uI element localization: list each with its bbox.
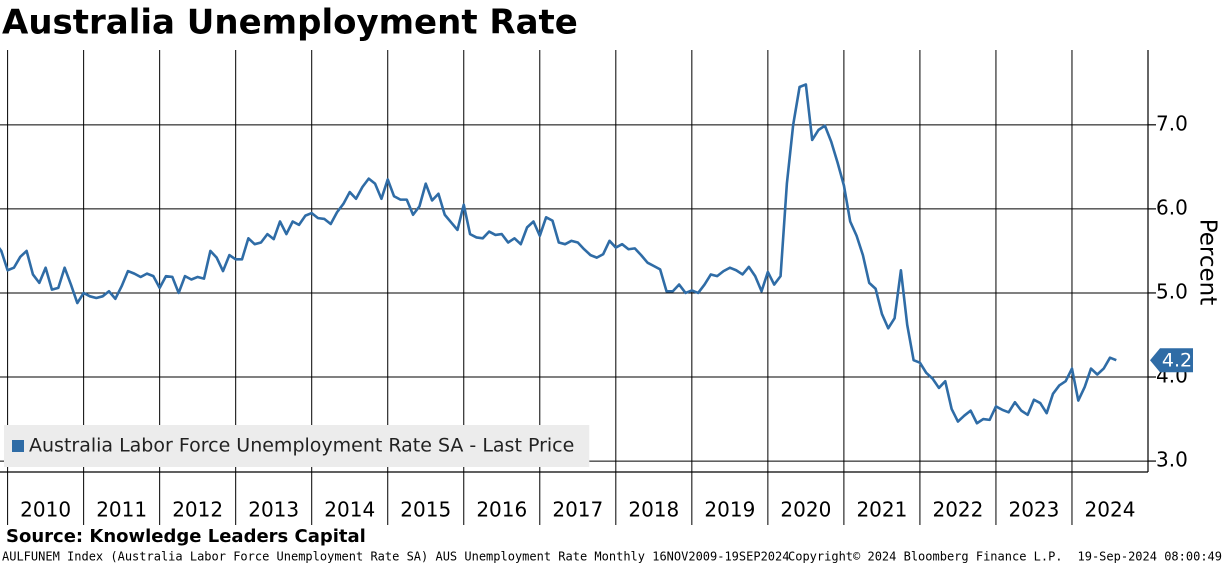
x-tick-label: 2022 — [932, 498, 983, 522]
source: Source: Knowledge Leaders Capital — [6, 526, 366, 547]
x-tick-label: 2024 — [1085, 498, 1136, 522]
series-line — [0, 83, 1117, 425]
x-tick-label: 2020 — [780, 498, 831, 522]
x-tick-label: 2010 — [20, 498, 71, 522]
grid — [0, 50, 1148, 525]
legend-swatch — [12, 440, 24, 452]
x-tick-label: 2023 — [1009, 498, 1060, 522]
legend-background — [4, 425, 590, 467]
x-tick-label: 2013 — [248, 498, 299, 522]
plot-area — [0, 83, 1117, 425]
y-tick-label: 3.0 — [1156, 448, 1188, 472]
x-tick-label: 2019 — [704, 498, 755, 522]
x-tick-label: 2016 — [476, 498, 527, 522]
x-tick-label: 2014 — [324, 498, 375, 522]
footer-left: AULFUNEM Index (Australia Labor Force Un… — [2, 550, 789, 564]
x-tick-label: 2018 — [628, 498, 679, 522]
y-axis-label: Percent — [1195, 219, 1221, 306]
footer-right: 19-Sep-2024 08:00:49 — [1078, 550, 1223, 564]
legend: Australia Labor Force Unemployment Rate … — [4, 425, 590, 467]
x-tick-label: 2017 — [552, 498, 603, 522]
y-tick-label: 6.0 — [1156, 195, 1188, 219]
legend-label: Australia Labor Force Unemployment Rate … — [29, 435, 574, 457]
y-tick-label: 5.0 — [1156, 279, 1188, 303]
y-tick-label: 7.0 — [1156, 111, 1188, 135]
x-tick-label: 2015 — [400, 498, 451, 522]
footer-center: Copyright© 2024 Bloomberg Finance L.P. — [788, 550, 1063, 564]
x-tick-label: 2021 — [856, 498, 907, 522]
chart-title: Australia Unemployment Rate — [2, 3, 578, 43]
last-value-tag — [1150, 348, 1193, 373]
x-tick-label: 2011 — [96, 498, 147, 522]
x-tick-label: 2012 — [172, 498, 223, 522]
last-value-label: 4.2 — [1162, 350, 1192, 372]
